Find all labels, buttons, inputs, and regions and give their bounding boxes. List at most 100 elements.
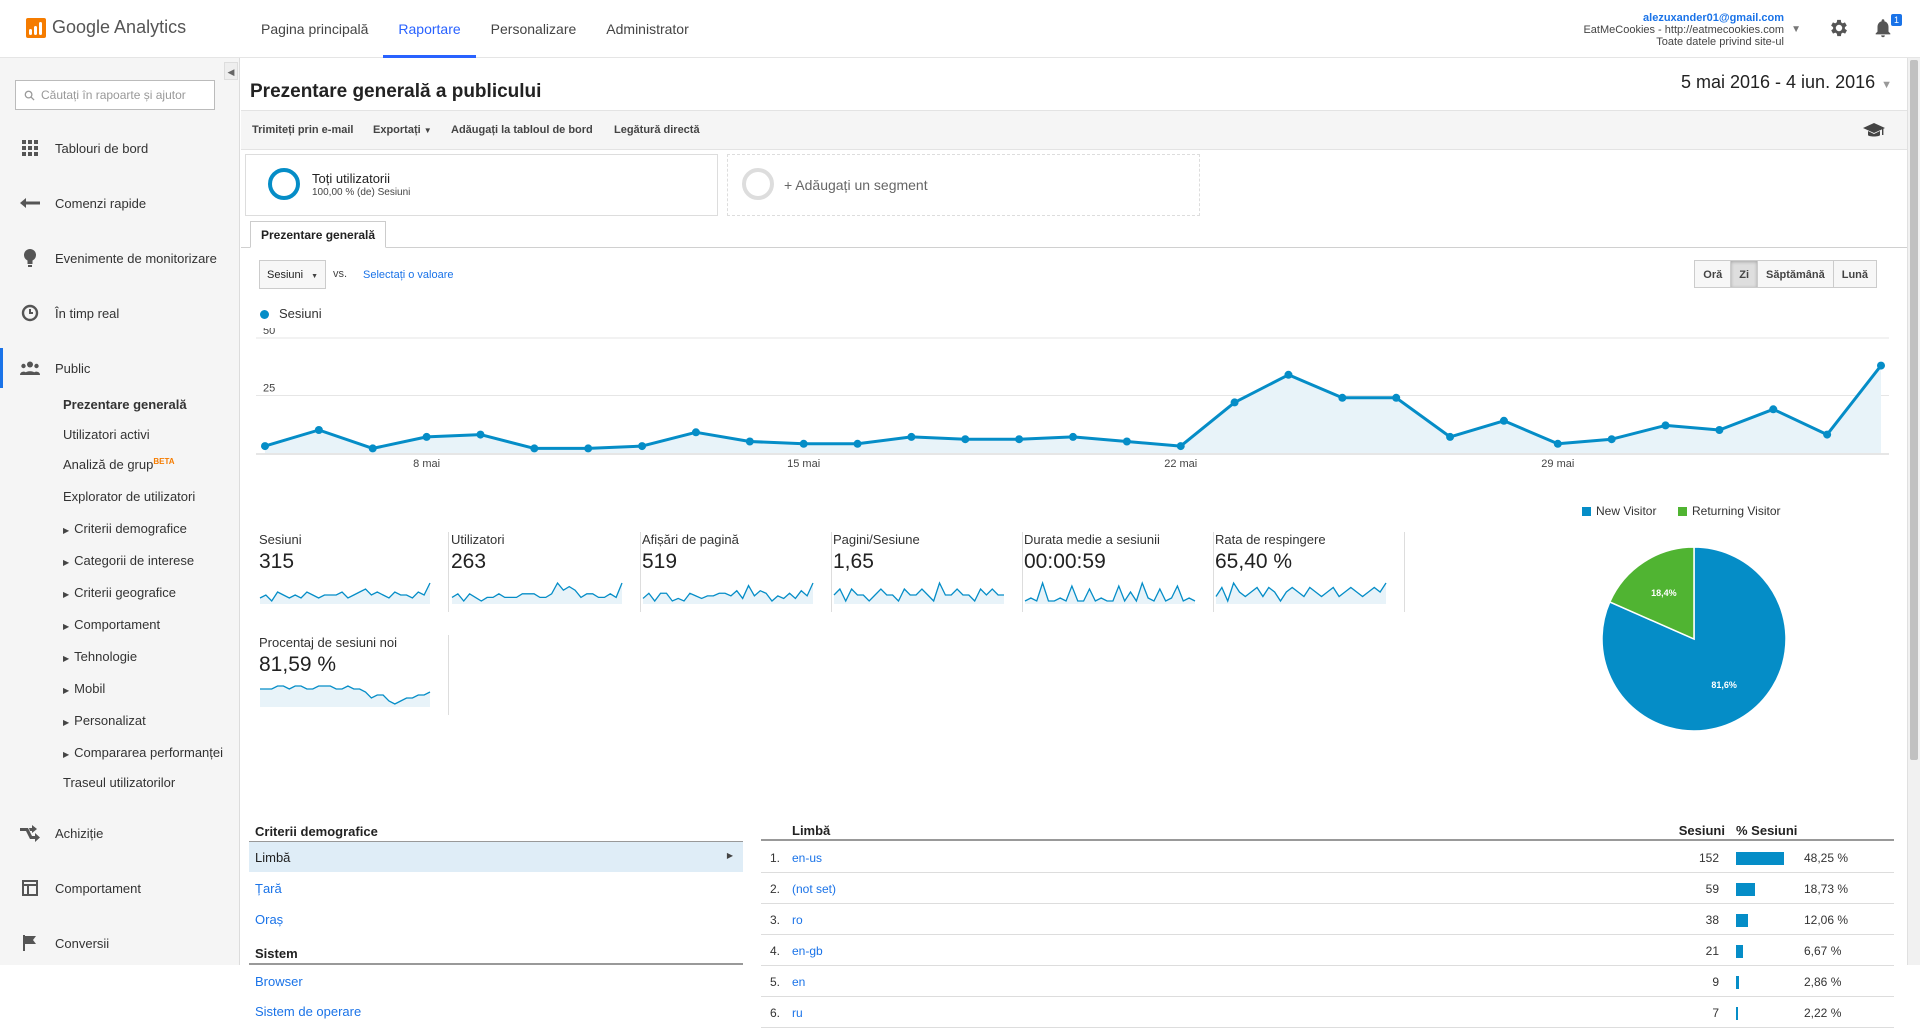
granularity-day[interactable]: Zi (1731, 261, 1759, 287)
sidebar-item-shortcuts[interactable]: Comenzi rapide (0, 183, 239, 223)
data-point[interactable] (476, 430, 485, 439)
data-point[interactable] (1553, 439, 1562, 448)
search-input[interactable] (41, 88, 211, 102)
data-point[interactable] (1015, 435, 1024, 444)
notifications-bell-icon[interactable] (1872, 17, 1894, 39)
page-scrollbar[interactable] (1907, 58, 1920, 965)
sidebar-sub-demographics[interactable]: ▶ Criterii demografice (63, 521, 187, 536)
gear-icon[interactable] (1828, 17, 1850, 39)
language-link[interactable]: ru (792, 1006, 803, 1020)
sidebar-item-conversions[interactable]: Conversii (0, 923, 239, 963)
shortcut-button[interactable]: Legătură directă (614, 124, 700, 136)
metric-select[interactable]: Sesiuni ▼ (259, 260, 326, 289)
dimension-city-link[interactable]: Oraș (255, 912, 284, 927)
sidebar-sub-active-users[interactable]: Utilizatori activi (63, 427, 150, 442)
pie-slice[interactable] (1601, 546, 1787, 732)
sidebar-item-behavior[interactable]: Comportament (0, 868, 239, 908)
pie-slice[interactable] (1608, 546, 1695, 641)
add-segment-button[interactable]: + Adăugați un segment (727, 154, 1200, 216)
granularity-hour[interactable]: Oră (1695, 261, 1732, 287)
sidebar-sub-user-explorer[interactable]: Explorator de utilizatori (63, 489, 196, 504)
sidebar-sub-geo[interactable]: ▶ Criterii geografice (63, 585, 176, 600)
data-point[interactable] (368, 444, 377, 453)
sidebar-item-dashboards[interactable]: Tablouri de bord (0, 128, 239, 168)
collapse-sidebar-button[interactable]: ◀ (224, 62, 238, 80)
data-point[interactable] (1661, 421, 1670, 430)
sidebar-sub-cohort-analysis[interactable]: Analiză de grupBETA (63, 457, 175, 472)
account-selector[interactable]: alezuxander01@gmail.com EatMeCookies - h… (1583, 12, 1784, 48)
data-point[interactable] (584, 444, 593, 453)
sidebar-item-acquisition[interactable]: Achiziție (0, 813, 239, 853)
language-link[interactable]: (not set) (792, 882, 837, 896)
scorecard[interactable]: Procentaj de sesiuni noi 81,59 % (259, 635, 449, 715)
nav-home[interactable]: Pagina principală (261, 21, 369, 37)
segment-all-users[interactable]: Toți utilizatorii 100,00 % (de) Sesiuni (245, 154, 718, 216)
data-point[interactable] (1446, 432, 1455, 441)
data-point[interactable] (1607, 435, 1616, 444)
data-point[interactable] (1499, 416, 1508, 425)
sidebar-sub-mobile[interactable]: ▶ Mobil (63, 681, 105, 696)
sidebar-item-audience[interactable]: Public (0, 348, 239, 388)
scorecard[interactable]: Pagini/Sesiune 1,65 (833, 532, 1023, 612)
granularity-month[interactable]: Lună (1833, 261, 1876, 287)
scorecard[interactable]: Rata de respingere 65,40 % (1215, 532, 1405, 612)
data-point[interactable] (1392, 393, 1401, 402)
language-link[interactable]: ro (792, 913, 803, 927)
tab-overview[interactable]: Prezentare generală (250, 221, 387, 248)
scorecard[interactable]: Durata medie a sesiunii 00:00:59 (1024, 532, 1214, 612)
scrollbar-thumb[interactable] (1910, 60, 1918, 760)
language-link[interactable]: en-gb (792, 944, 823, 958)
add-to-dashboard-button[interactable]: Adăugați la tabloul de bord (451, 124, 593, 136)
dimension-browser-link[interactable]: Browser (255, 974, 303, 989)
data-point[interactable] (1122, 437, 1131, 446)
data-point[interactable] (745, 437, 754, 446)
google-analytics-logo[interactable]: Google Analytics (26, 17, 186, 38)
data-point[interactable] (1230, 398, 1239, 407)
sidebar-sub-audience-overview[interactable]: Prezentare generală (63, 397, 187, 412)
compare-metric-link[interactable]: Selectați o valoare (363, 269, 454, 281)
scorecard[interactable]: Afișări de pagină 519 (642, 532, 832, 612)
nav-customization[interactable]: Personalizare (490, 21, 577, 37)
date-range-picker[interactable]: 5 mai 2016 - 4 iun. 2016 ▼ (1681, 72, 1892, 93)
data-point[interactable] (1069, 432, 1077, 441)
sidebar-sub-technology[interactable]: ▶ Tehnologie (63, 649, 137, 664)
email-button[interactable]: Trimiteți prin e-mail (252, 124, 354, 136)
data-point[interactable] (422, 432, 431, 441)
sidebar-item-intelligence-events[interactable]: Evenimente de monitorizare (0, 238, 239, 278)
account-chevron-down-icon[interactable]: ▼ (1791, 24, 1801, 35)
dimension-language-row[interactable]: Limbă ▶ (249, 842, 743, 872)
scorecard[interactable]: Sesiuni 315 (259, 532, 449, 612)
data-point[interactable] (1715, 426, 1724, 434)
data-point[interactable] (961, 435, 970, 444)
data-point[interactable] (853, 439, 862, 448)
data-point[interactable] (1176, 442, 1185, 451)
data-point[interactable] (1338, 393, 1347, 402)
data-point[interactable] (1877, 361, 1885, 370)
sidebar-search[interactable] (15, 80, 215, 110)
data-point[interactable] (530, 444, 539, 453)
export-button[interactable]: Exportați ▼ (373, 124, 432, 136)
sidebar-sub-users-flow[interactable]: Traseul utilizatorilor (63, 775, 176, 790)
sidebar-sub-behavior[interactable]: ▶ Comportament (63, 617, 160, 632)
sidebar-sub-custom[interactable]: ▶ Personalizat (63, 713, 146, 728)
dimension-country-link[interactable]: Țară (255, 881, 282, 896)
data-point[interactable] (261, 442, 269, 451)
data-point[interactable] (1823, 430, 1832, 439)
data-point[interactable] (1284, 370, 1293, 379)
scorecard[interactable]: Utilizatori 263 (451, 532, 641, 612)
nav-admin[interactable]: Administrator (606, 21, 689, 37)
data-point[interactable] (907, 432, 916, 441)
data-point[interactable] (314, 426, 323, 434)
nav-reporting[interactable]: Raportare (383, 0, 476, 58)
graduation-cap-icon[interactable] (1863, 123, 1885, 139)
language-link[interactable]: en-us (792, 851, 823, 865)
granularity-week[interactable]: Săptămână (1758, 261, 1834, 287)
sidebar-sub-interests[interactable]: ▶ Categorii de interese (63, 553, 194, 568)
data-point[interactable] (1769, 405, 1778, 414)
sidebar-item-realtime[interactable]: În timp real (0, 293, 239, 333)
sidebar-sub-benchmarking[interactable]: ▶ Compararea performanței (63, 745, 223, 760)
language-link[interactable]: en (792, 975, 806, 989)
data-point[interactable] (638, 442, 647, 451)
dimension-os-link[interactable]: Sistem de operare (255, 1004, 362, 1019)
data-point[interactable] (799, 439, 808, 448)
